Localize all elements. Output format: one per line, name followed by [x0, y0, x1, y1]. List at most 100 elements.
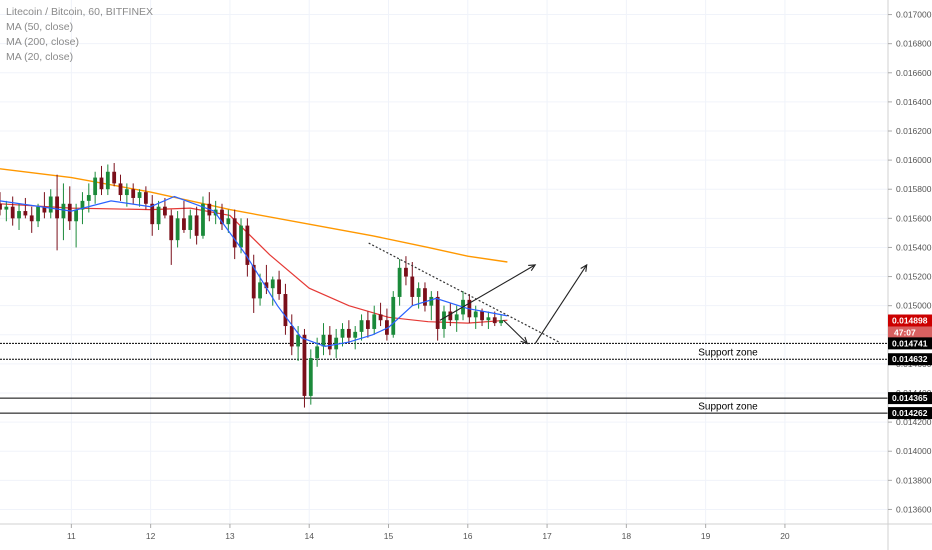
candle-body	[17, 211, 21, 219]
candle-body	[245, 225, 250, 265]
zone-bottom-tag-bg	[888, 407, 932, 420]
candle-body	[10, 206, 15, 219]
candle-body	[131, 189, 136, 198]
ma50-path	[0, 203, 508, 324]
candle-body	[315, 346, 320, 359]
candle-body	[277, 279, 281, 295]
candle-body	[220, 209, 224, 225]
candle-body	[143, 192, 148, 204]
candle-body	[86, 195, 91, 201]
support-zones: Support zone Support zone	[0, 342, 888, 414]
candle-body	[302, 334, 307, 396]
candle-body	[480, 311, 484, 321]
price-tags: 0.014898 47:070.014741 0.014632 0.014365 0.0…	[888, 314, 932, 420]
candle-body	[283, 294, 288, 327]
candle-body	[55, 196, 59, 219]
last-price-tag-bg	[888, 314, 932, 327]
candle-body	[385, 320, 389, 335]
candle-body	[4, 206, 9, 210]
grid	[0, 0, 888, 524]
zone-bottom-tag-text: 0.014632	[892, 354, 928, 364]
x-tick-label: 17	[542, 531, 552, 541]
arrow-line	[503, 319, 528, 344]
candle-body	[289, 326, 294, 347]
candle-body	[48, 196, 53, 213]
ma200-path	[0, 168, 508, 263]
candle-body	[99, 177, 104, 190]
candle-body	[80, 200, 85, 210]
zone-top-tag-text: 0.014741	[892, 338, 928, 348]
legend-ma200[interactable]: MA (200, close)	[6, 36, 79, 48]
candle-body	[112, 171, 117, 184]
candle-body	[296, 334, 301, 347]
arrow-head	[520, 336, 529, 345]
candle-body	[182, 218, 186, 230]
candle-body	[251, 264, 256, 299]
candles	[0, 163, 503, 408]
candle-body	[334, 337, 339, 350]
candle-body	[454, 314, 459, 321]
y-tick-label: 0.016800	[896, 39, 932, 49]
candle-body	[492, 317, 497, 324]
candle-body	[118, 183, 123, 196]
candle-body	[67, 203, 72, 222]
candle-body	[448, 311, 453, 321]
candle-body	[404, 267, 408, 277]
arrow-line	[534, 264, 588, 344]
candle-body	[365, 320, 370, 329]
x-tick-label: 20	[780, 531, 790, 541]
candle-body	[353, 331, 358, 338]
candle-body	[435, 296, 440, 329]
candle-body	[264, 282, 269, 289]
support-zone-label: Support zone	[698, 347, 758, 358]
ma50-line	[0, 203, 508, 324]
countdown-tag-bg	[888, 326, 932, 339]
candle-body	[442, 311, 446, 329]
y-tick-label: 0.016600	[896, 68, 932, 78]
candle-body	[29, 215, 34, 222]
x-tick-label: 19	[701, 531, 711, 541]
drawings	[368, 242, 588, 345]
price-axis[interactable]: 0.017000 0.016800 0.016600 0.016400 0.016200…	[888, 10, 932, 515]
candle-body	[372, 314, 377, 329]
chart-title[interactable]: Litecoin / Bitcoin, 60, BITFINEX	[6, 6, 154, 18]
candle-body	[258, 282, 262, 299]
x-tick-label: 12	[146, 531, 156, 541]
zone-bottom-tag-text: 0.014262	[892, 408, 928, 418]
y-tick-label: 0.015400	[896, 242, 932, 252]
ma20-path	[0, 195, 508, 348]
time-axis[interactable]: 11 12 13 14 15 16 17 18 19 20	[67, 524, 790, 541]
candle-body	[163, 206, 167, 216]
ma20-line	[0, 195, 508, 348]
candle-body	[175, 218, 180, 241]
candle-body	[239, 225, 243, 248]
arrow-head	[528, 264, 537, 272]
countdown-tag-text: 47:07	[894, 328, 916, 338]
candle-body	[270, 279, 275, 289]
zone-top-tag-bg	[888, 337, 932, 350]
zone-bottom-tag-bg	[888, 353, 932, 366]
y-tick-label: 0.017000	[896, 10, 932, 20]
last-price-tag-text: 0.014898	[892, 316, 928, 326]
candle-body	[416, 288, 421, 297]
legend-ma20[interactable]: MA (20, close)	[6, 51, 74, 63]
candle-body	[194, 215, 199, 236]
candle-body	[410, 276, 415, 297]
y-tick-label: 0.016000	[896, 155, 932, 165]
y-tick-label: 0.016200	[896, 126, 932, 136]
y-tick-label: 0.015600	[896, 213, 932, 223]
candle-body	[201, 203, 205, 236]
legend-ma50[interactable]: MA (50, close)	[6, 21, 74, 33]
arrow-line	[439, 264, 536, 321]
zone-top-tag-text: 0.014365	[892, 393, 928, 403]
candle-body	[74, 209, 79, 222]
candle-body	[156, 206, 161, 225]
y-tick-label: 0.014200	[896, 417, 932, 427]
candle-body	[124, 189, 129, 196]
x-tick-label: 11	[67, 531, 76, 541]
arrow-head	[580, 263, 588, 272]
x-tick-label: 15	[384, 531, 394, 541]
candle-body	[23, 211, 28, 216]
candle-body	[346, 328, 351, 338]
